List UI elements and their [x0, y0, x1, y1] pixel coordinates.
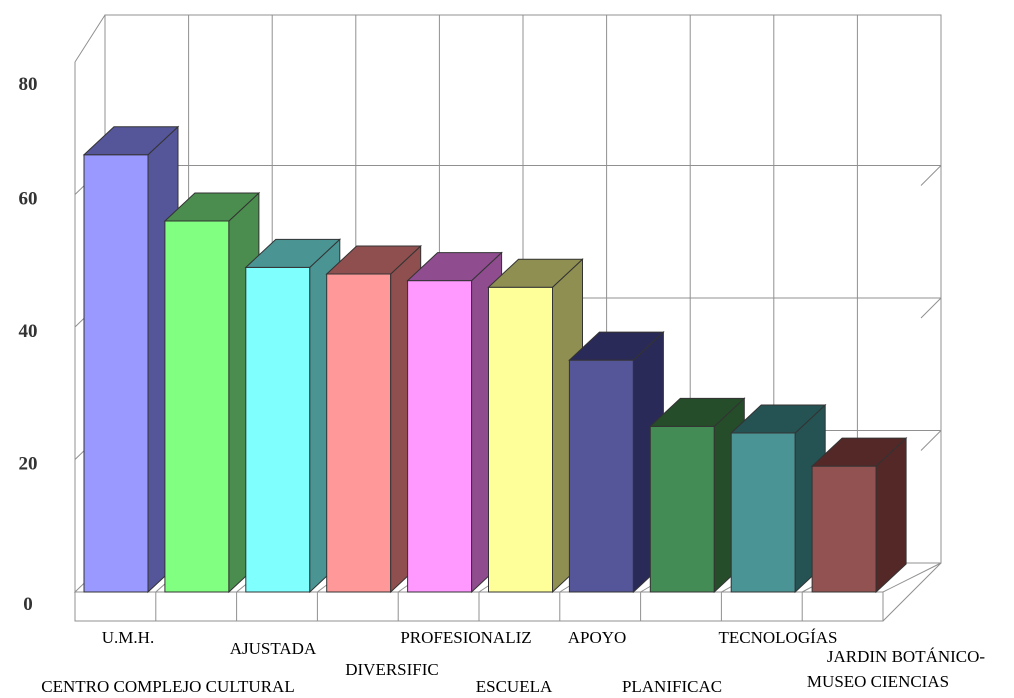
y-tick-label: 0 — [23, 594, 33, 615]
y-tick-label: 20 — [19, 454, 38, 475]
category-label: PLANIFICAC — [622, 677, 722, 693]
bar-top — [810, 437, 908, 467]
bar-front — [649, 425, 715, 593]
bar-front — [245, 266, 311, 593]
bar-front — [326, 273, 392, 593]
bar-front — [568, 359, 634, 593]
bar-top — [649, 397, 746, 427]
bar-top — [244, 238, 342, 268]
category-label: PROFESIONALIZ — [400, 628, 531, 647]
category-label: DIVERSIFIC — [345, 660, 439, 679]
bar-top — [729, 404, 827, 434]
gridline-right-20 — [920, 430, 942, 451]
bar-front — [164, 220, 230, 593]
category-label: APOYO — [568, 628, 627, 647]
bar-top — [568, 331, 665, 361]
y-tick-label: 80 — [19, 74, 38, 95]
y-tick-label: 40 — [19, 321, 38, 342]
category-label: U.M.H. — [102, 628, 154, 647]
category-label: MUSEO CIENCIAS — [807, 672, 949, 691]
bar-front — [407, 280, 473, 593]
bar-front — [811, 465, 877, 593]
bar-front — [488, 286, 553, 593]
category-label: JARDIN BOTÁNICO- — [827, 647, 986, 666]
category-label: AJUSTADA — [230, 639, 317, 658]
bar-top — [82, 126, 180, 156]
bar-top — [163, 192, 261, 222]
bar-front — [83, 154, 149, 593]
gridline-right-60 — [920, 165, 942, 186]
category-label: TECNOLOGÍAS — [719, 628, 838, 647]
category-label: CENTRO COMPLEJO CULTURAL — [41, 677, 294, 693]
bar-top — [487, 258, 584, 288]
bar-top — [325, 245, 422, 275]
category-label: ESCUELA — [476, 677, 553, 693]
bar-top — [406, 252, 503, 282]
y-tick-label: 60 — [19, 189, 38, 210]
gridline-right-40 — [920, 297, 942, 319]
bar-front — [730, 432, 796, 593]
